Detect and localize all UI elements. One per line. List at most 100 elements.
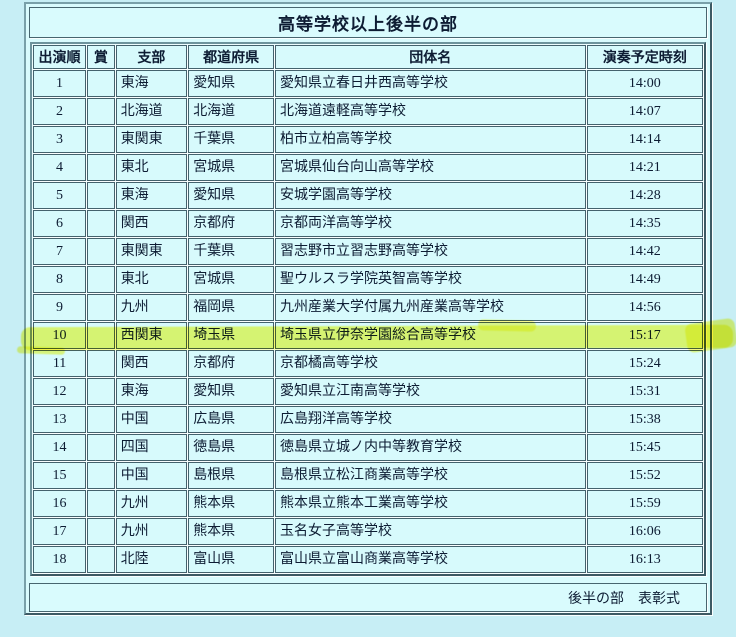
cell-prefecture: 千葉県	[188, 238, 274, 265]
cell-time: 15:17	[586, 322, 703, 349]
cell-prefecture: 埼玉県	[188, 322, 274, 349]
cell-time: 14:42	[586, 238, 703, 265]
cell-time: 14:28	[586, 182, 703, 209]
cell-branch: 関西	[115, 350, 188, 377]
cell-time: 15:59	[586, 490, 703, 517]
cell-order: 11	[33, 350, 87, 377]
cell-time: 16:13	[586, 546, 703, 573]
cell-order: 18	[33, 546, 87, 573]
cell-prefecture: 愛知県	[188, 70, 274, 97]
cell-order: 8	[33, 266, 87, 293]
cell-branch: 東海	[115, 182, 188, 209]
cell-group: 聖ウルスラ学院英智高等学校	[274, 266, 586, 293]
cell-time: 16:06	[586, 518, 703, 545]
cell-branch: 九州	[115, 518, 188, 545]
cell-group: 北海道遠軽高等学校	[274, 98, 586, 125]
table-row: 7 東関東 千葉県 習志野市立習志野高等学校 14:42	[33, 238, 703, 265]
cell-group: 九州産業大学付属九州産業高等学校	[274, 294, 586, 321]
cell-prefecture: 福岡県	[188, 294, 274, 321]
cell-group: 習志野市立習志野高等学校	[274, 238, 586, 265]
results-panel: 高等学校以上後半の部 出演順 賞 支部 都道府県 団体名 演奏予定時刻 1 東海	[24, 2, 712, 615]
cell-prefecture: 宮城県	[188, 266, 274, 293]
cell-order: 13	[33, 406, 87, 433]
cell-group: 安城学園高等学校	[274, 182, 586, 209]
footer-bar: 後半の部 表彰式	[29, 583, 707, 612]
cell-branch: 四国	[115, 434, 188, 461]
cell-group: 京都橘高等学校	[274, 350, 586, 377]
cell-group: 島根県立松江商業高等学校	[274, 462, 586, 489]
cell-prize	[87, 434, 115, 461]
column-header-group: 団体名	[274, 45, 586, 69]
cell-time: 14:00	[586, 70, 703, 97]
cell-time: 15:24	[586, 350, 703, 377]
cell-prize	[87, 462, 115, 489]
cell-branch: 西関東	[115, 322, 188, 349]
table-row: 18 北陸 富山県 富山県立富山商業高等学校 16:13	[33, 546, 703, 573]
table-row: 9 九州 福岡県 九州産業大学付属九州産業高等学校 14:56	[33, 294, 703, 321]
cell-branch: 九州	[115, 294, 188, 321]
cell-order: 2	[33, 98, 87, 125]
column-header-prefecture: 都道府県	[188, 45, 274, 69]
cell-prefecture: 徳島県	[188, 434, 274, 461]
cell-order: 9	[33, 294, 87, 321]
table-row: 10 西関東 埼玉県 埼玉県立伊奈学園総合高等学校 15:17	[33, 322, 703, 349]
column-header-order: 出演順	[33, 45, 87, 69]
cell-prize	[87, 210, 115, 237]
cell-prefecture: 北海道	[188, 98, 274, 125]
cell-prize	[87, 294, 115, 321]
table-row: 3 東関東 千葉県 柏市立柏高等学校 14:14	[33, 126, 703, 153]
cell-branch: 中国	[115, 406, 188, 433]
cell-prize	[87, 378, 115, 405]
cell-order: 17	[33, 518, 87, 545]
cell-group: 徳島県立城ノ内中等教育学校	[274, 434, 586, 461]
cell-time: 14:21	[586, 154, 703, 181]
table-row: 16 九州 熊本県 熊本県立熊本工業高等学校 15:59	[33, 490, 703, 517]
table-row: 12 東海 愛知県 愛知県立江南高等学校 15:31	[33, 378, 703, 405]
table-body: 1 東海 愛知県 愛知県立春日井西高等学校 14:00 2 北海道 北海道 北海…	[33, 70, 703, 573]
table-row: 2 北海道 北海道 北海道遠軽高等学校 14:07	[33, 98, 703, 125]
cell-prefecture: 広島県	[188, 406, 274, 433]
cell-order: 5	[33, 182, 87, 209]
footer-note: 後半の部 表彰式	[568, 591, 680, 607]
cell-time: 14:14	[586, 126, 703, 153]
table-row: 6 関西 京都府 京都両洋高等学校 14:35	[33, 210, 703, 237]
cell-branch: 東北	[115, 266, 188, 293]
cell-prize	[87, 518, 115, 545]
cell-prefecture: 愛知県	[188, 378, 274, 405]
cell-prize	[87, 490, 115, 517]
cell-prize	[87, 322, 115, 349]
cell-time: 15:45	[586, 434, 703, 461]
cell-time: 14:56	[586, 294, 703, 321]
cell-branch: 東関東	[115, 238, 188, 265]
table-row: 13 中国 広島県 広島翔洋高等学校 15:38	[33, 406, 703, 433]
cell-group: 玉名女子高等学校	[274, 518, 586, 545]
cell-branch: 九州	[115, 490, 188, 517]
cell-order: 7	[33, 238, 87, 265]
cell-branch: 北陸	[115, 546, 188, 573]
cell-prize	[87, 406, 115, 433]
cell-order: 12	[33, 378, 87, 405]
cell-order: 14	[33, 434, 87, 461]
cell-branch: 東関東	[115, 126, 188, 153]
column-header-time: 演奏予定時刻	[586, 45, 703, 69]
page-title: 高等学校以上後半の部	[29, 7, 707, 38]
cell-prize	[87, 126, 115, 153]
cell-time: 14:49	[586, 266, 703, 293]
cell-time: 15:31	[586, 378, 703, 405]
column-header-branch: 支部	[115, 45, 188, 69]
schedule-table: 出演順 賞 支部 都道府県 団体名 演奏予定時刻 1 東海 愛知県 愛知県立春日…	[30, 42, 706, 576]
table-row: 4 東北 宮城県 宮城県仙台向山高等学校 14:21	[33, 154, 703, 181]
cell-prefecture: 京都府	[188, 350, 274, 377]
cell-group: 熊本県立熊本工業高等学校	[274, 490, 586, 517]
table-row: 8 東北 宮城県 聖ウルスラ学院英智高等学校 14:49	[33, 266, 703, 293]
cell-prefecture: 熊本県	[188, 518, 274, 545]
table-row: 1 東海 愛知県 愛知県立春日井西高等学校 14:00	[33, 70, 703, 97]
cell-branch: 北海道	[115, 98, 188, 125]
cell-time: 14:07	[586, 98, 703, 125]
cell-group: 愛知県立江南高等学校	[274, 378, 586, 405]
cell-prefecture: 愛知県	[188, 182, 274, 209]
cell-group: 柏市立柏高等学校	[274, 126, 586, 153]
cell-prize	[87, 350, 115, 377]
cell-group: 埼玉県立伊奈学園総合高等学校	[274, 322, 586, 349]
cell-prize	[87, 266, 115, 293]
